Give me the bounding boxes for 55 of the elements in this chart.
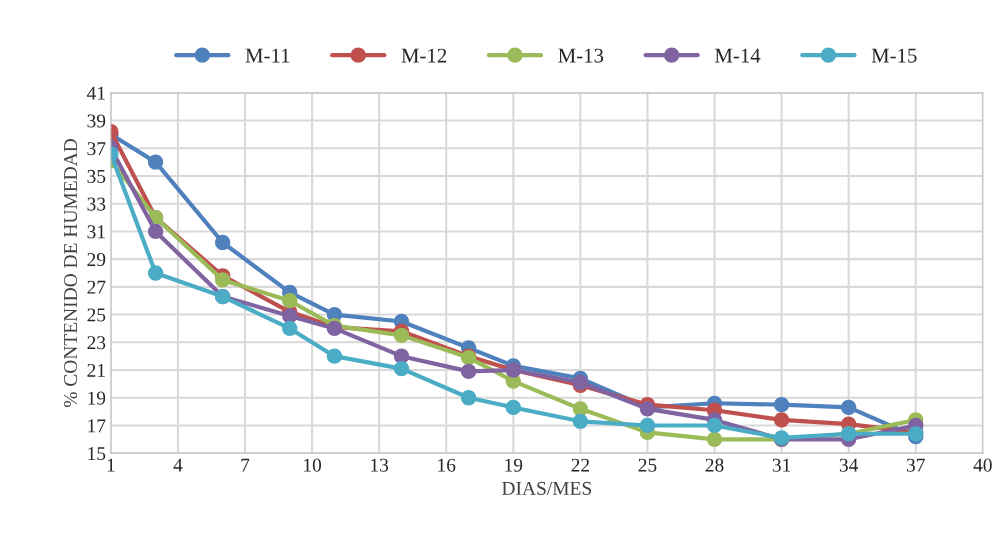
y-tick-label: 17 (88, 419, 106, 433)
point (841, 399, 857, 416)
x-tick-label: 28 (705, 458, 724, 472)
point (460, 363, 477, 380)
y-tick-label: 19 (88, 391, 106, 405)
y-tick-label: 29 (87, 253, 106, 267)
x-tick-label: 1 (107, 458, 115, 472)
point (393, 327, 410, 344)
point (215, 234, 231, 251)
point (215, 272, 231, 288)
y-tick-label: 39 (87, 114, 106, 128)
point (773, 412, 790, 428)
point (393, 360, 410, 377)
y-axis-title: % CONTENIDO DE HUMEDAD (63, 139, 78, 408)
point (282, 293, 298, 309)
point (505, 399, 521, 416)
x-tick-label: 37 (906, 458, 925, 472)
y-tick-label: 25 (87, 308, 106, 322)
x-tick-label: 25 (638, 458, 657, 472)
point (282, 320, 298, 337)
y-tick-label: 41 (86, 86, 105, 100)
y-tick-label: 15 (88, 447, 106, 461)
x-tick-label: 40 (973, 458, 992, 472)
point (706, 417, 723, 434)
x-tick-label: 34 (839, 458, 859, 472)
point (147, 154, 164, 170)
legend-label: M-11 (245, 48, 290, 63)
y-tick-label: 35 (87, 169, 106, 183)
legend-label: M-13 (558, 48, 604, 63)
point (706, 431, 723, 447)
legend-label: M-12 (401, 48, 447, 63)
legend-label: M-14 (714, 48, 761, 63)
point (147, 223, 164, 240)
y-tick-label: 33 (87, 197, 106, 211)
point (460, 390, 477, 406)
y-tick-label: 31 (87, 225, 105, 239)
x-axis-title: DIAS/MES (502, 481, 592, 495)
x-tick-label: 22 (571, 458, 590, 472)
x-tick-label: 16 (438, 458, 456, 472)
y-tick-label: 37 (87, 142, 106, 156)
x-tick-label: 31 (772, 458, 791, 472)
x-tick-label: 13 (371, 458, 389, 472)
y-tick-label: 27 (87, 280, 106, 294)
y-tick-label: 21 (87, 363, 105, 377)
point (147, 265, 164, 281)
x-tick-label: 10 (304, 458, 322, 472)
x-tick-label: 4 (173, 458, 183, 472)
y-tick-label: 23 (87, 336, 106, 350)
x-tick-label: 7 (241, 458, 250, 472)
point (639, 417, 656, 434)
legend-label: M-15 (871, 48, 917, 63)
point (773, 397, 790, 413)
x-tick-label: 19 (505, 458, 523, 472)
point (572, 413, 589, 429)
point (326, 348, 343, 364)
